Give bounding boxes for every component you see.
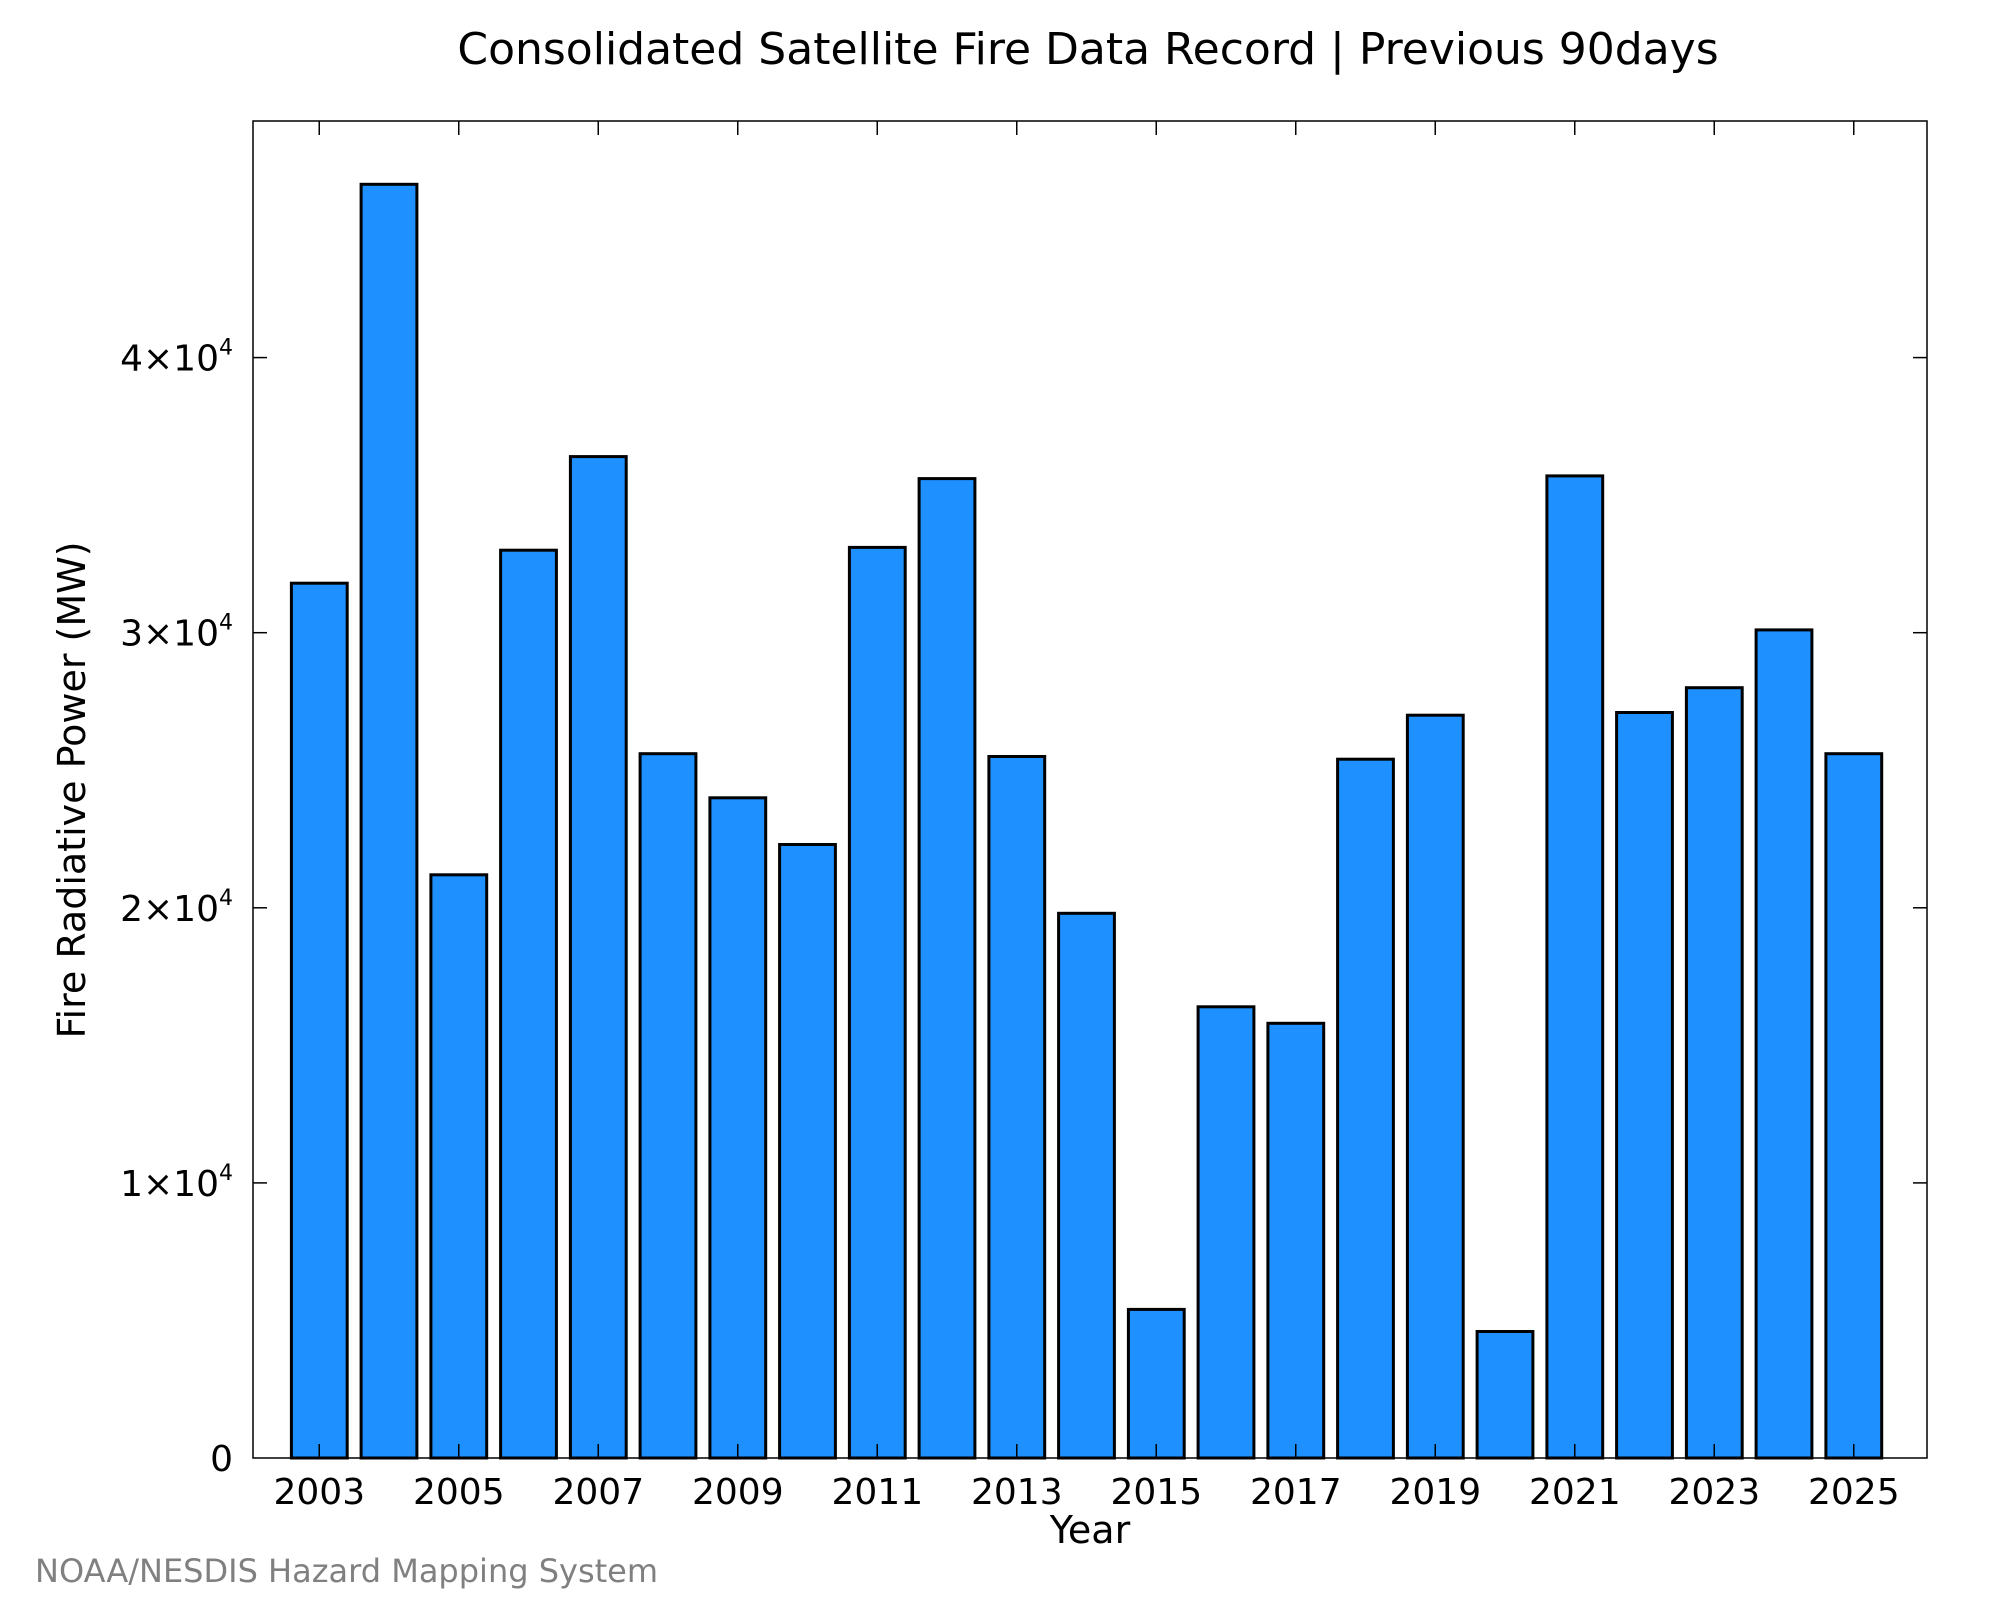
x-tick-labels: 2003 2005 2007 2009 2011 2013 2015 2017 2019 2021… [273,1472,1899,1513]
x-tick-label: 2005 [413,1472,505,1513]
bar-2011 [847,545,907,1460]
bar-2014 [1057,911,1116,1460]
x-tick-label: 2021 [1529,1472,1621,1513]
bar-2021 [1545,474,1605,1460]
x-tick-label: 2011 [831,1472,923,1513]
y-tick-label: 1×104 [120,1161,233,1205]
bar-2019 [1405,713,1465,1460]
bar-2006 [499,548,558,1460]
x-tick-label: 2019 [1389,1472,1481,1513]
bar-2017 [1266,1021,1326,1460]
bar-2003 [289,581,349,1460]
x-tick-label: 2013 [971,1472,1063,1513]
bar-2015 [1126,1307,1186,1460]
x-tick-label: 2003 [273,1472,365,1513]
plot-frame [252,120,1928,1459]
x-tick-label: 2009 [692,1472,784,1513]
bar-2007 [568,455,628,1460]
bar-2018 [1336,757,1395,1460]
y-tick-label: 0 [210,1439,233,1480]
y-tick-labels: 0 1×104 2×104 3×104 4×104 [120,336,233,1480]
bar-2013 [987,755,1047,1460]
x-tick-label: 2023 [1668,1472,1760,1513]
y-tick-label: 2×104 [120,886,233,930]
bar-2005 [429,873,489,1460]
bar-2025 [1824,752,1884,1460]
bar-2020 [1475,1330,1535,1460]
footer-credit: NOAA/NESDIS Hazard Mapping System [35,1552,658,1590]
ticks-layer [253,121,1927,1458]
bar-2010 [778,843,837,1460]
chart-title: Consolidated Satellite Fire Data Record … [457,24,1718,75]
x-tick-label: 2015 [1110,1472,1202,1513]
bar-2023 [1684,686,1744,1460]
bar-2016 [1196,1005,1256,1460]
x-tick-label: 2025 [1808,1472,1900,1513]
bar-2024 [1754,628,1814,1460]
bar-2009 [708,796,768,1460]
bar-2022 [1615,711,1674,1460]
y-axis-label: Fire Radiative Power (MW) [50,541,94,1038]
x-tick-label: 2017 [1250,1472,1342,1513]
y-tick-label: 3×104 [120,611,233,655]
bar-2008 [638,752,698,1460]
x-axis-label: Year [1049,1508,1131,1552]
y-tick-label: 4×104 [120,336,233,380]
bar-2012 [917,477,977,1460]
bar-2004 [359,182,419,1460]
x-tick-label: 2007 [552,1472,644,1513]
bars-layer [289,182,1884,1460]
